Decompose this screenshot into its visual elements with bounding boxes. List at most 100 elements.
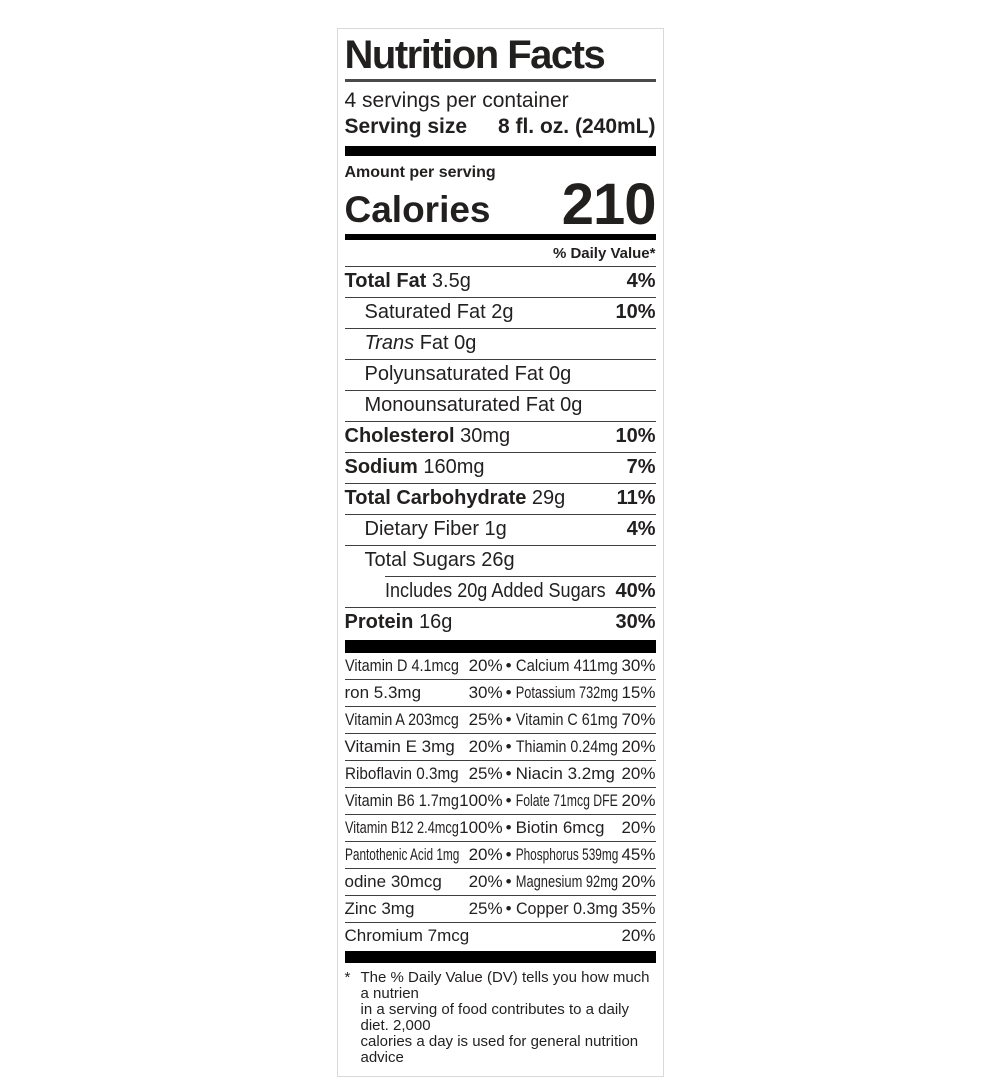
vitamin-name-right: Calcium 411mg bbox=[515, 656, 618, 676]
vitamin-row: Vitamin D 4.1mcg 20% • Calcium 411mg 30% bbox=[344, 653, 656, 681]
nutrient-name: Protein 16g bbox=[344, 611, 453, 634]
nutrient-name-bold: Total Fat bbox=[344, 270, 427, 293]
vitamin-name-right: Biotin 6mcg bbox=[515, 818, 605, 838]
nutrient-name: Saturated Fat 2g bbox=[364, 301, 514, 324]
vitamin-dv-right: 45% bbox=[621, 845, 656, 865]
vitamin-name-left: Vitamin E 3mg bbox=[344, 737, 455, 757]
vitamin-row: ron 5.3mg 30% • Potassium 732mg 15% bbox=[344, 680, 656, 708]
vitamin-dv-left: 20% bbox=[468, 845, 503, 865]
vitamin-dv-left: 20% bbox=[468, 872, 503, 892]
nutrient-name: Cholesterol 30mg bbox=[344, 425, 511, 448]
nutrient-dv: 10% bbox=[615, 301, 656, 324]
nutrient-rows: Total Fat 3.5g 4% Saturated Fat 2g 10% Trans… bbox=[344, 267, 656, 638]
vitamin-name-right: Niacin 3.2mg bbox=[515, 764, 615, 784]
vitamin-row: Vitamin A 203mcg 25% • Vitamin C 61mg 70% bbox=[344, 707, 656, 735]
serving-size-label: Serving size bbox=[344, 115, 468, 138]
nutrient-dv: 40% bbox=[615, 580, 656, 603]
row-divider bbox=[344, 297, 656, 299]
row-divider bbox=[344, 359, 656, 361]
nutrient-row: Saturated Fat 2g 10% bbox=[345, 298, 656, 328]
nutrient-row: Total Fat 3.5g 4% bbox=[345, 267, 656, 297]
nutrient-row: Cholesterol 30mg 10% bbox=[345, 422, 656, 452]
nutrient-name: Total Fat 3.5g bbox=[344, 270, 471, 293]
calories-row: Calories 210 bbox=[344, 175, 657, 233]
vitamin-dv-left: 30% bbox=[468, 683, 503, 703]
nutrient-row: Polyunsaturated Fat 0g bbox=[345, 360, 656, 390]
vitamin-dv-right: 20% bbox=[621, 818, 656, 838]
footnote-marker: * bbox=[344, 969, 351, 987]
nutrient-row: Sodium 160mg 7% bbox=[345, 453, 656, 483]
vitamin-name-right: Magnesium 92mg bbox=[515, 872, 618, 892]
bullet-separator: • bbox=[505, 818, 512, 838]
vitamin-name-right: Phosphorus 539mg bbox=[515, 845, 618, 865]
serving-size-value: 8 fl. oz. (240mL) bbox=[497, 115, 656, 138]
vitamin-name-left: odine 30mcg bbox=[344, 872, 442, 892]
nutrient-dv: 10% bbox=[615, 425, 656, 448]
vitamin-dv-right: 20% bbox=[621, 764, 656, 784]
nutrient-row: Protein 16g 30% bbox=[345, 608, 656, 638]
nutrient-name-bold: Protein bbox=[344, 611, 414, 634]
bullet-separator: • bbox=[505, 656, 512, 676]
nutrient-name: Monounsaturated Fat 0g bbox=[364, 394, 583, 417]
nutrient-dv: 11% bbox=[616, 487, 656, 510]
bullet-separator: • bbox=[505, 899, 512, 919]
medium-divider-bar bbox=[344, 234, 656, 241]
vitamin-name-right: Folate 71mcg DFE bbox=[515, 791, 618, 811]
thick-divider-bar bbox=[344, 640, 656, 654]
nutrient-name-bold: Total Carbohydrate bbox=[344, 487, 527, 510]
vitamin-row: Vitamin B12 2.4mcg 100% • Biotin 6mcg 20% bbox=[344, 815, 656, 843]
nutrient-name: Sodium 160mg bbox=[344, 456, 485, 479]
bullet-separator: • bbox=[505, 845, 512, 865]
vitamin-dv-right: 20% bbox=[621, 791, 656, 811]
row-divider bbox=[384, 576, 656, 578]
nutrient-name: Total Carbohydrate 29g bbox=[344, 487, 566, 510]
nutrient-dv: 7% bbox=[626, 456, 656, 479]
vitamin-name-left: Vitamin B12 2.4mcg bbox=[344, 818, 459, 838]
vitamin-name-right: Copper 0.3mg bbox=[515, 899, 618, 919]
nutrient-name-bold: Cholesterol bbox=[344, 425, 455, 448]
bullet-separator: • bbox=[505, 872, 512, 892]
vitamin-dv-left: 25% bbox=[468, 899, 503, 919]
vitamin-dv-left: 20% bbox=[468, 737, 503, 757]
vitamin-name-left: Riboflavin 0.3mg bbox=[344, 764, 459, 784]
nutrient-row: Total Sugars 26g bbox=[345, 546, 656, 576]
nutrient-name-italic: Trans bbox=[364, 332, 415, 355]
vitamin-name-right: Vitamin C 61mg bbox=[515, 710, 618, 730]
footnote: * The % Daily Value (DV) tells you how m… bbox=[345, 969, 656, 1065]
vitamin-row: Chromium 7mcg 20% bbox=[345, 923, 656, 949]
page-background: { "label": { "title": "Nutrition Facts",… bbox=[0, 28, 1000, 1077]
vitamin-dv-right: 20% bbox=[621, 737, 656, 757]
nutrient-dv: 4% bbox=[626, 518, 656, 541]
vitamin-name-left: Vitamin A 203mcg bbox=[344, 710, 459, 730]
nutrient-name: Polyunsaturated Fat 0g bbox=[364, 363, 572, 386]
vitamin-row: odine 30mcg 20% • Magnesium 92mg 20% bbox=[344, 869, 656, 897]
nutrient-name: Dietary Fiber 1g bbox=[364, 518, 507, 541]
label-title: Nutrition Facts bbox=[344, 33, 606, 77]
row-divider bbox=[344, 452, 656, 454]
vitamin-dv-right: 70% bbox=[621, 710, 656, 730]
vitamin-name-left: Pantothenic Acid 1mg bbox=[344, 845, 459, 865]
vitamin-name-left: Vitamin D 4.1mcg bbox=[344, 656, 459, 676]
vitamin-dv-left: 20% bbox=[621, 926, 656, 946]
vitamin-dv-left: 20% bbox=[468, 656, 503, 676]
vitamin-row: Riboflavin 0.3mg 25% • Niacin 3.2mg 20% bbox=[344, 761, 656, 789]
nutrient-row: Monounsaturated Fat 0g bbox=[345, 391, 656, 421]
title-block: Nutrition Facts bbox=[344, 33, 656, 82]
footnote-text: The % Daily Value (DV) tells you how muc… bbox=[360, 969, 650, 1066]
nutrient-row: Total Carbohydrate 29g 11% bbox=[345, 484, 656, 514]
daily-value-header: % Daily Value* bbox=[552, 245, 656, 263]
nutrition-facts-label: Nutrition Facts 4 servings per container… bbox=[336, 28, 664, 1077]
vitamin-row: Zinc 3mg 25% • Copper 0.3mg 35% bbox=[344, 896, 656, 924]
vitamin-name-left: Zinc 3mg bbox=[344, 899, 415, 919]
vitamin-dv-left: 25% bbox=[468, 764, 503, 784]
calories-label: Calories bbox=[344, 188, 491, 230]
bullet-separator: • bbox=[505, 764, 512, 784]
vitamin-dv-right: 35% bbox=[621, 899, 656, 919]
vitamin-dv-left: 100% bbox=[459, 791, 503, 811]
vitamin-name-right: Potassium 732mg bbox=[515, 683, 618, 703]
row-divider bbox=[344, 421, 656, 423]
vitamin-name-left: Vitamin B6 1.7mg bbox=[344, 791, 459, 811]
nutrient-row: Trans Fat 0g bbox=[345, 329, 656, 359]
nutrient-name-bold: Sodium bbox=[344, 456, 418, 479]
row-divider bbox=[344, 607, 656, 609]
